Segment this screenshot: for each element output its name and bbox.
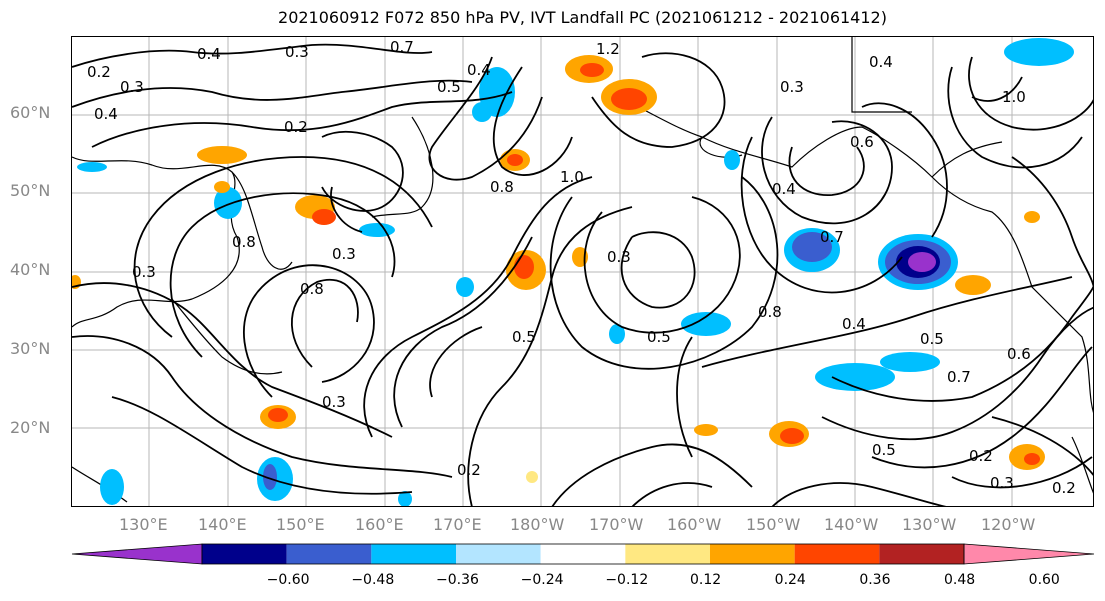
lon-label: 180°W xyxy=(510,515,565,534)
lon-label: 160°E xyxy=(355,515,404,534)
colorbar xyxy=(71,543,1095,565)
contour-label: 0.2 xyxy=(284,118,308,136)
lon-label: 120°W xyxy=(981,515,1036,534)
lat-label-40n: 40°N xyxy=(10,260,51,279)
colorbar-tick-label: 0.24 xyxy=(774,572,806,588)
contour-label: 0.4 xyxy=(94,105,118,123)
lon-label: 140°E xyxy=(198,515,247,534)
map-panel: 0.2 0.4 0.3 0.7 0.4 1.2 0.3 0.4 0.4 0.2 … xyxy=(71,36,1094,507)
contour-label: 0.4 xyxy=(197,45,221,63)
lon-label: 140°W xyxy=(824,515,879,534)
contour-label: 0.5 xyxy=(647,328,671,346)
contour-label: 0.4 xyxy=(869,53,893,71)
contour-label: 0.3 xyxy=(132,263,156,281)
colorbar-segment xyxy=(879,544,964,564)
colorbar-segments xyxy=(71,543,1095,565)
lat-label-30n: 30°N xyxy=(10,339,51,358)
contour-label-group: 0.2 0.4 0.3 0.7 0.4 1.2 0.3 0.4 0.4 0.2 … xyxy=(87,38,1076,497)
lon-label: 160°W xyxy=(667,515,722,534)
colorbar-tick-label: 0.60 xyxy=(1028,572,1060,588)
contour-label: 0.5 xyxy=(920,330,944,348)
contour-label: 0.3 xyxy=(322,393,346,411)
colorbar-tick-label: −0.12 xyxy=(605,572,649,588)
contour-lines xyxy=(72,43,1093,506)
colorbar-tick-label: 0.12 xyxy=(690,572,722,588)
colorbar-segment xyxy=(371,544,456,564)
colorbar-tick-label: −0.36 xyxy=(436,572,479,588)
map-title: 2021060912 F072 850 hPa PV, IVT Landfall… xyxy=(278,8,887,27)
contour-label: 0.8 xyxy=(758,303,782,321)
colorbar-segment xyxy=(794,544,880,564)
lon-label: 130°E xyxy=(119,515,168,534)
lon-label: 150°E xyxy=(276,515,325,534)
lat-label-50n: 50°N xyxy=(10,181,51,200)
contour-label: 0.2 xyxy=(87,63,111,81)
colorbar-tick-label: −0.60 xyxy=(266,572,310,588)
colorbar-segment xyxy=(286,544,372,564)
coastlines xyxy=(72,37,1093,503)
colorbar-segment xyxy=(456,544,541,564)
contour-label: 0.2 xyxy=(1052,479,1076,497)
contour-label: 1.2 xyxy=(596,40,620,58)
contour-label: 0.5 xyxy=(512,328,536,346)
contour-label: 1.0 xyxy=(1002,88,1026,106)
contour-label: 0.7 xyxy=(947,368,971,386)
contour-label: 0.4 xyxy=(842,315,866,333)
colorbar-tick-label: 0.48 xyxy=(944,572,976,588)
contour-label: 0.2 xyxy=(457,461,481,479)
colorbar-extend-low xyxy=(71,543,203,565)
contour-label: 0.6 xyxy=(1007,345,1031,363)
contour-label: 0.3 xyxy=(607,248,631,266)
contour-label: 0.3 xyxy=(285,43,309,61)
contour-label: 0.8 xyxy=(300,280,324,298)
contour-label: 0.3 xyxy=(120,78,144,96)
lon-label: 170°E xyxy=(433,515,482,534)
lat-label-20n: 20°N xyxy=(10,418,51,437)
contour-label: 0.5 xyxy=(437,78,461,96)
contour-label: 1.0 xyxy=(560,168,584,186)
colorbar-outline xyxy=(201,543,965,565)
map-canvas: 0.2 0.4 0.3 0.7 0.4 1.2 0.3 0.4 0.4 0.2 … xyxy=(72,37,1093,506)
contour-label: 0.7 xyxy=(390,38,414,56)
colorbar-tick-label: 0.36 xyxy=(859,572,891,588)
contour-label: 0.3 xyxy=(332,245,356,263)
colorbar-tick-label: −0.24 xyxy=(520,572,564,588)
lon-label: 170°W xyxy=(589,515,644,534)
lon-label: 150°W xyxy=(746,515,801,534)
pv-shading xyxy=(72,38,1074,506)
colorbar-extend-high xyxy=(963,543,1095,565)
colorbar-segment xyxy=(202,544,287,564)
contour-label: 0.5 xyxy=(872,441,896,459)
colorbar-segment xyxy=(625,544,710,564)
colorbar-tick-label: −0.48 xyxy=(351,572,395,588)
contour-label: 0.7 xyxy=(820,228,844,246)
contour-label: 0.3 xyxy=(990,474,1014,492)
colorbar-segment xyxy=(540,544,626,564)
lat-label-60n: 60°N xyxy=(10,103,51,122)
contour-label: 0.6 xyxy=(850,133,874,151)
contour-label: 0.4 xyxy=(467,61,491,79)
contour-label: 0.2 xyxy=(969,447,993,465)
lon-label: 130°W xyxy=(902,515,957,534)
colorbar-segment xyxy=(710,544,795,564)
contour-label: 0.3 xyxy=(780,78,804,96)
contour-label: 0.8 xyxy=(490,178,514,196)
contour-label: 0.4 xyxy=(772,180,796,198)
contour-label: 0.8 xyxy=(232,233,256,251)
